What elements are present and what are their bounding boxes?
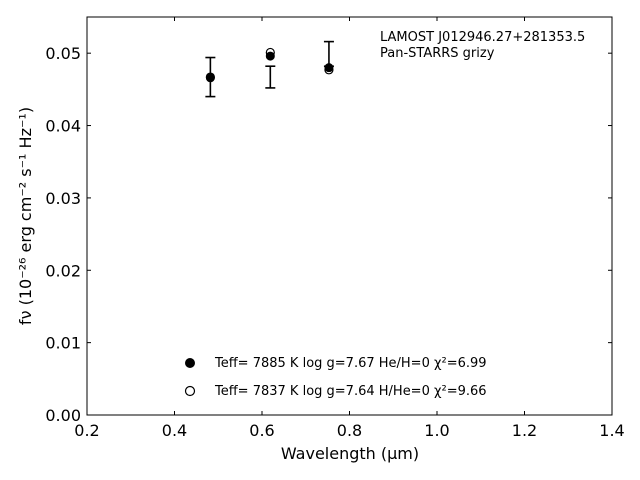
legend-marker-open xyxy=(184,385,196,397)
y-axis-ticks: 0.00 0.01 0.02 0.03 0.04 0.05 xyxy=(45,44,612,425)
legend-entry-open: Teff= 7837 K log g=7.64 H/He=0 χ²=9.66 xyxy=(214,384,487,399)
x-tick-label: 1.0 xyxy=(424,421,449,440)
x-tick-label: 0.4 xyxy=(162,421,187,440)
x-tick-label: 0.8 xyxy=(337,421,362,440)
y-axis-label: fν (10⁻²⁶ erg cm⁻² s⁻¹ Hz⁻¹) xyxy=(16,107,35,325)
y-tick-label: 0.04 xyxy=(45,117,81,136)
y-tick-label: 0.05 xyxy=(45,44,81,63)
plot-area xyxy=(86,16,613,416)
x-tick-label: 0.6 xyxy=(249,421,274,440)
legend-entry-filled: Teff= 7885 K log g=7.67 He/H=0 χ²=6.99 xyxy=(214,356,487,371)
y-tick-label: 0.01 xyxy=(45,334,81,353)
data-points xyxy=(205,47,334,83)
y-tick-label: 0.02 xyxy=(45,261,81,280)
y-tick-label: 0.00 xyxy=(45,406,81,425)
chart-title-line-2: Pan-STARRS grizy xyxy=(380,46,495,61)
x-axis-label: Wavelength (μm) xyxy=(281,444,419,463)
x-tick-label: 1.4 xyxy=(599,421,624,440)
x-tick-label: 0.2 xyxy=(74,421,99,440)
y-tick-label: 0.03 xyxy=(45,189,81,208)
model-point-filled xyxy=(205,73,215,83)
model-point-filled xyxy=(324,63,334,73)
legend-marker-filled xyxy=(185,358,195,368)
chart-title-line-1: LAMOST J012946.27+281353.5 xyxy=(380,30,585,45)
x-axis-ticks: 0.2 0.4 0.6 0.8 1.0 1.2 1.4 xyxy=(74,17,625,440)
model-point-filled xyxy=(265,51,275,61)
x-tick-label: 1.2 xyxy=(512,421,537,440)
